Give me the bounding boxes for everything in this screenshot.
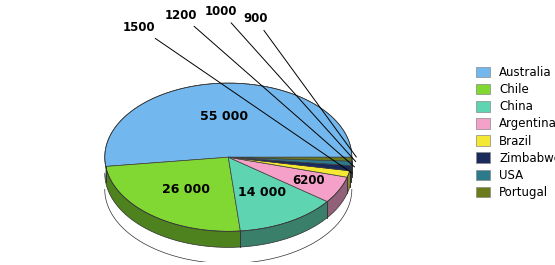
Text: 1200: 1200 — [165, 9, 355, 167]
Text: 26 000: 26 000 — [162, 183, 210, 196]
Polygon shape — [347, 171, 350, 193]
Polygon shape — [105, 166, 240, 248]
Polygon shape — [350, 166, 351, 187]
Polygon shape — [105, 157, 240, 231]
Polygon shape — [228, 157, 347, 202]
Polygon shape — [327, 177, 347, 218]
Polygon shape — [228, 157, 352, 166]
Text: 55 000: 55 000 — [200, 110, 248, 123]
Text: 1000: 1000 — [205, 5, 356, 162]
Polygon shape — [105, 83, 352, 166]
Polygon shape — [105, 157, 352, 183]
Text: 1500: 1500 — [123, 21, 352, 173]
Polygon shape — [228, 157, 352, 161]
Polygon shape — [228, 157, 350, 177]
Legend: Australia, Chile, China, Argentina, Brazil, Zimbabwe, USA, Portugal: Australia, Chile, China, Argentina, Braz… — [471, 61, 555, 204]
Polygon shape — [240, 202, 327, 247]
Polygon shape — [228, 157, 351, 171]
Text: 6200: 6200 — [292, 174, 325, 187]
Polygon shape — [351, 161, 352, 182]
Text: 900: 900 — [243, 12, 356, 157]
Polygon shape — [228, 157, 327, 231]
Text: 14 000: 14 000 — [238, 186, 286, 199]
